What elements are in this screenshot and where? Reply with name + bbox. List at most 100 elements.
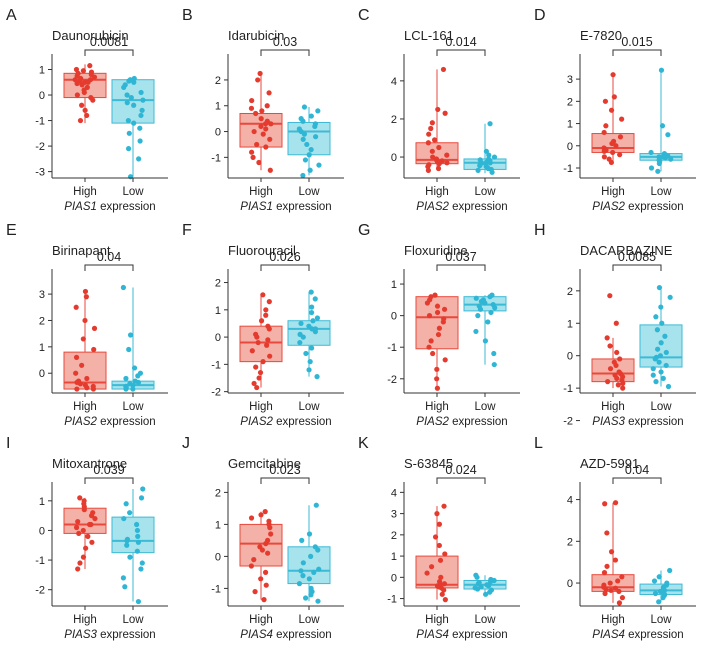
y-tick-label: 4 [391,487,397,499]
box-high [63,495,107,572]
p-value-label: 0.023 [269,463,300,477]
drug-title: Birinapant [52,243,111,258]
panel-letter: C [358,7,370,24]
data-point [434,303,441,309]
y-tick-label: 0 [567,351,573,363]
data-point [265,550,271,556]
data-point [135,598,142,605]
y-tick-label: 2 [567,96,573,108]
data-point [89,539,95,545]
data-point [608,159,615,166]
gene-name: PIAS2 [592,201,625,213]
xlabel-suffix: expression [273,629,332,641]
data-point [300,560,306,566]
gene-name: PIAS4 [416,629,449,641]
data-point [607,580,613,586]
iqr-box [239,523,283,567]
data-point [84,112,90,119]
data-point [425,167,431,173]
data-point [91,346,97,353]
data-point [137,125,143,131]
data-point [482,338,489,344]
x-tick-label: Low [474,401,496,413]
x-tick-label: Low [122,186,144,198]
box-high [63,63,107,124]
data-point [131,120,137,126]
panel-h: H DACARBAZINE -2 -1 0 1 2 High Low PIAS3 expressi… [534,222,696,428]
data-point [492,305,498,311]
data-point [602,501,608,507]
data-point [613,320,619,326]
box-high [239,292,283,391]
data-point [139,560,145,566]
gene-name: PIAS1 [240,201,273,213]
y-tick-label: 1 [391,551,397,563]
y-tick-label: 2 [39,315,45,327]
data-point [652,356,658,362]
data-point [251,557,257,563]
xlabel-suffix: expression [449,416,508,428]
y-tick-label: -2 [211,387,221,399]
data-point [80,554,87,560]
x-tick-label: Low [122,401,144,413]
data-point [122,584,128,590]
data-point [660,375,666,382]
data-point [426,313,433,319]
x-axis-title: PIAS2 expression [416,201,507,213]
box-high [415,503,459,603]
data-point [620,385,626,391]
data-point [602,98,609,104]
data-point [248,563,254,569]
data-point [134,548,140,554]
data-point [653,314,659,320]
panel-letter: J [182,435,190,452]
data-point [79,362,85,368]
data-point [475,167,481,173]
significance-bracket [436,477,486,484]
data-point [439,591,445,597]
data-point [300,172,306,179]
data-point [75,518,81,525]
panel-letter: A [6,7,17,24]
data-point [663,362,669,369]
xlabel-suffix: expression [97,201,156,213]
data-point [441,503,447,509]
data-point [304,141,310,148]
panel-f: F Fluorouracil -2 -1 0 1 2 High Low PIAS2 express… [182,222,344,428]
y-tick-label: -1 [563,383,573,395]
drug-title: S-63845 [404,456,453,471]
drug-title: Floxuridine [404,243,468,258]
data-point [442,110,448,116]
data-point [312,123,318,129]
iqr-box [639,324,683,368]
data-point [601,154,607,160]
y-tick-label: 0 [39,368,45,380]
y-tick-label: 0 [391,572,397,584]
data-point [131,365,138,371]
data-point [252,589,258,595]
data-point [126,130,132,136]
y-tick-label: -2 [35,585,45,597]
data-point [258,123,264,129]
data-point [123,375,129,382]
data-point [259,547,265,553]
y-tick-label: 1 [215,519,221,531]
gene-name: PIAS1 [64,201,97,213]
data-point [140,97,146,103]
data-point [80,336,86,342]
data-point [444,152,450,158]
p-value-label: 0.014 [445,35,476,49]
data-point [425,140,431,146]
data-point [619,574,625,580]
data-point [491,350,497,357]
y-tick-label: 1 [567,119,573,131]
data-point [658,304,664,310]
significance-bracket [436,264,486,271]
data-point [251,380,257,387]
data-point [91,325,98,331]
data-point [432,292,438,298]
data-point [260,292,266,298]
y-tick-label: -3 [35,167,45,179]
data-point [434,511,440,517]
data-point [299,537,305,544]
